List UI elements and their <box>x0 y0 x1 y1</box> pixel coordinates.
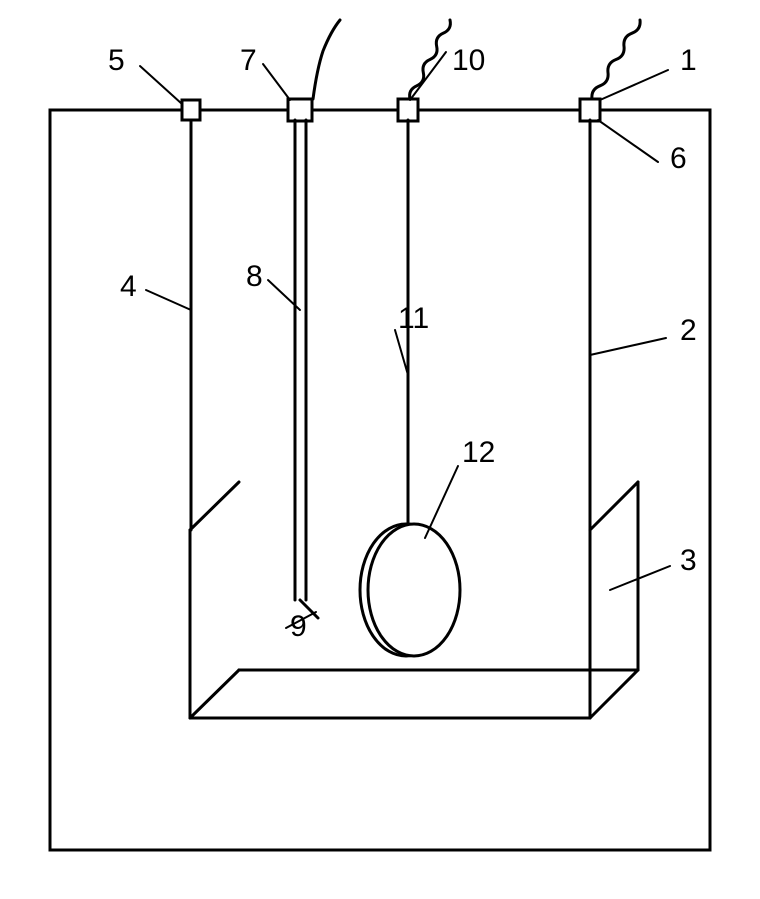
port-p10 <box>398 99 418 121</box>
leadwire-7 <box>313 20 340 99</box>
label-l6: 6 <box>670 142 687 175</box>
leadwire-10 <box>410 20 451 99</box>
leader-ld7 <box>263 64 290 100</box>
leader-ld3 <box>610 566 670 590</box>
technical-diagram: 123456789101112 <box>0 0 760 899</box>
drawing-group <box>50 20 710 850</box>
label-l12: 12 <box>462 436 495 469</box>
port-p1 <box>580 99 600 121</box>
label-l8: 8 <box>246 260 263 293</box>
port-p5 <box>182 100 200 120</box>
label-l7: 7 <box>240 44 257 77</box>
label-l1: 1 <box>680 44 697 77</box>
leader-ld4 <box>146 290 191 310</box>
label-l2: 2 <box>680 314 697 347</box>
innerbox-right-bot-slant <box>590 670 638 718</box>
label-l9: 9 <box>290 610 307 643</box>
leader-ld6 <box>598 120 658 162</box>
disk-front <box>368 524 460 656</box>
leader-ld2 <box>590 338 666 355</box>
leadwire-1 <box>592 20 640 99</box>
label-l3: 3 <box>680 544 697 577</box>
label-l11: 11 <box>398 302 429 335</box>
label-l5: 5 <box>108 44 125 77</box>
leader-ld1 <box>600 70 668 100</box>
label-l4: 4 <box>120 270 137 303</box>
innerbox-right-top-slant <box>590 482 638 530</box>
port-p7 <box>288 99 312 121</box>
innerbox-left-top-slant <box>190 482 239 530</box>
label-l10: 10 <box>452 44 485 77</box>
leader-ld11 <box>395 330 408 375</box>
leader-ld12 <box>425 466 458 538</box>
outer-container <box>50 110 710 850</box>
innerbox-left-bot-slant <box>190 670 239 718</box>
leader-ld5 <box>140 66 182 104</box>
